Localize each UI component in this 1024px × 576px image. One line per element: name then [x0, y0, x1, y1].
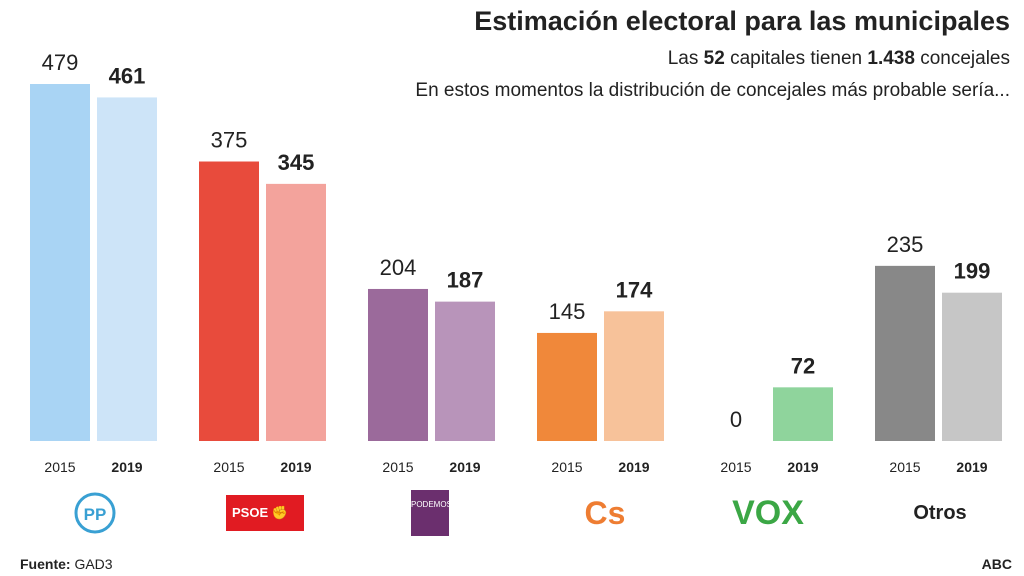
otros-label: Otros [913, 501, 967, 524]
subtitle-1: Las 52 capitales tienen 1.438 concejales [667, 48, 1010, 69]
data-label: 187 [447, 268, 484, 293]
year-label: 2019 [787, 459, 818, 475]
data-label: 174 [616, 277, 653, 302]
bar-PSOE-2019 [266, 183, 326, 442]
bar-PP-2019 [97, 97, 157, 441]
year-label: 2019 [618, 459, 649, 475]
year-label: 2019 [956, 459, 987, 475]
svg-text:PP: PP [84, 505, 107, 524]
pp-logo: PP [60, 490, 130, 536]
chart-title: Estimación electoral para las municipale… [474, 6, 1010, 36]
bar-PP-2015 [30, 84, 90, 441]
year-label: 2015 [213, 459, 244, 475]
year-label: 2019 [449, 459, 480, 475]
psoe-logo: PSOE ✊ [225, 490, 305, 536]
bar-Otros-2019 [942, 292, 1002, 441]
bar-VOX-2019 [773, 387, 833, 441]
year-label: 2015 [44, 459, 75, 475]
brand-label: ABC [981, 556, 1012, 572]
bar-Cs-2019 [604, 311, 664, 441]
data-label: 72 [791, 353, 815, 378]
data-label: 204 [380, 255, 417, 280]
year-label: 2015 [889, 459, 920, 475]
year-label: 2019 [111, 459, 142, 475]
podemos-logo: PODEMOS [405, 490, 455, 536]
vox-logo: VOX [732, 493, 804, 532]
data-label: 199 [954, 259, 991, 284]
year-label: 2015 [382, 459, 413, 475]
cs-logo: Cs [584, 494, 626, 531]
data-label: 461 [109, 63, 146, 88]
data-label: 345 [278, 150, 315, 175]
data-label: 479 [42, 50, 79, 75]
data-label: 235 [887, 232, 924, 257]
bar-Otros-2015 [875, 265, 935, 441]
bar-Cs-2015 [537, 332, 597, 441]
subtitle-2: En estos momentos la distribución de con… [415, 80, 1010, 101]
bar-Podemos-2019 [435, 301, 495, 441]
data-label: 0 [730, 407, 742, 432]
data-label: 145 [549, 299, 586, 324]
bar-Podemos-2015 [368, 288, 428, 441]
year-label: 2019 [280, 459, 311, 475]
data-label: 375 [211, 128, 248, 153]
bar-PSOE-2015 [199, 161, 259, 441]
year-label: 2015 [551, 459, 582, 475]
year-label: 2015 [720, 459, 751, 475]
bar-chart: 479 2015 461 2019 375 2015 345 2019 204 2015 187 20… [30, 50, 1002, 475]
source: Fuente: GAD3 [20, 556, 113, 572]
